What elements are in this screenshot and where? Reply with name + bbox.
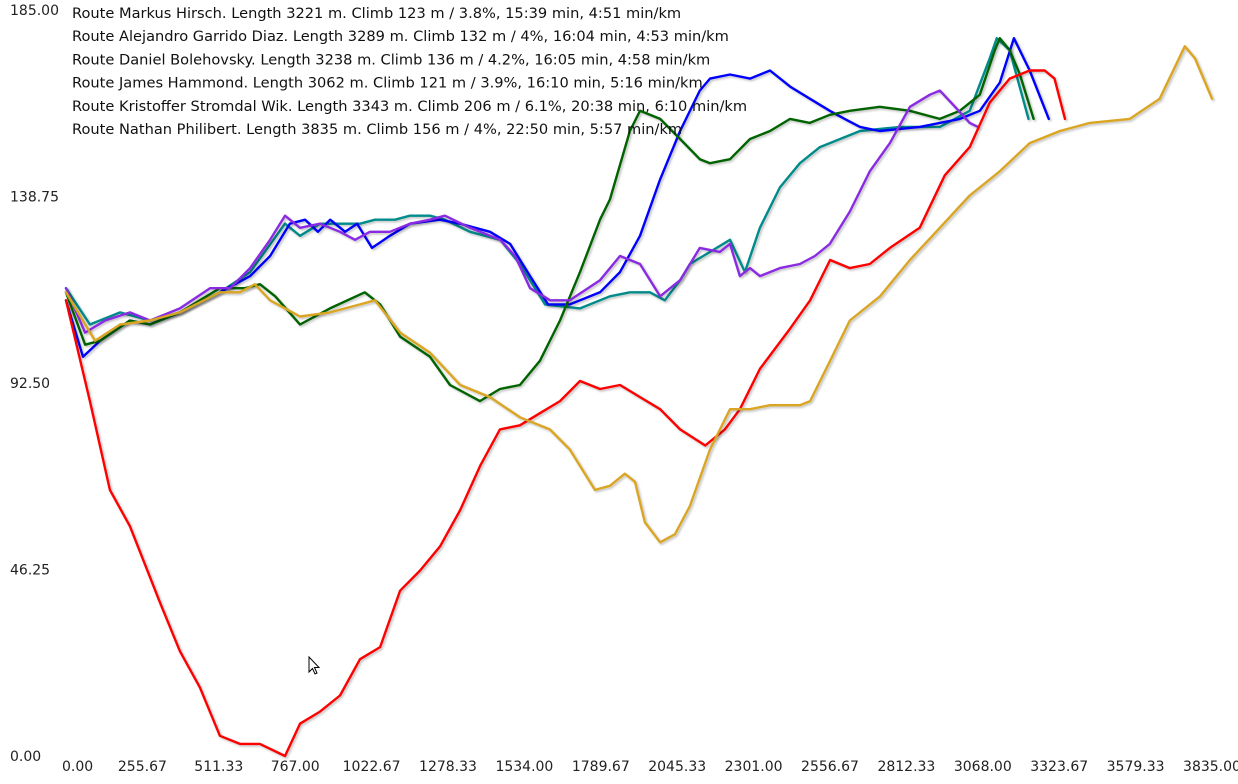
x-tick-label: 2812.33 [877,759,935,775]
legend-entry: Route Daniel Bolehovsky. Length 3238 m. … [72,51,710,68]
series-line-1 [64,37,1051,358]
x-tick-label: 1278.33 [419,759,477,775]
mouse-cursor-icon [308,655,321,675]
legend-entry: Route Nathan Philibert. Length 3835 m. C… [72,121,682,138]
series-lines [64,37,1214,758]
x-tick-label: 3068.00 [954,759,1012,775]
x-tick-label: 255.67 [118,759,167,775]
series-line-0 [64,37,1030,326]
x-tick-label: 3323.67 [1030,759,1088,775]
x-tick-label: 1789.67 [572,759,630,775]
x-tick-label: 1534.00 [495,759,553,775]
legend: Route Markus Hirsch. Length 3221 m. Clim… [72,5,747,138]
legend-entry: Route Markus Hirsch. Length 3221 m. Clim… [72,5,681,22]
x-tick-label: 767.00 [271,759,320,775]
y-tick-label: 46.25 [10,563,50,579]
y-tick-label: 138.75 [10,190,59,206]
y-tick-label: 185.00 [10,3,59,19]
x-tick-label: 0.00 [62,759,93,775]
y-tick-label: 92.50 [10,376,50,392]
x-tick-label: 511.33 [194,759,243,775]
x-tick-label: 2045.33 [648,759,706,775]
series-line-3 [64,89,980,334]
y-axis-ticks: 0.00 46.25 92.50 138.75 185.00 [10,3,59,765]
x-tick-label: 1022.67 [343,759,401,775]
series-line-4 [64,69,1067,758]
legend-entry: Route James Hammond. Length 3062 m. Clim… [72,75,703,92]
series-line-2 [64,37,1035,403]
x-tick-label: 2556.67 [801,759,859,775]
x-axis-ticks: 0.00 255.67 511.33 767.00 1022.67 1278.33 1534… [62,759,1238,775]
y-tick-label: 0.00 [10,749,41,765]
x-tick-label: 3835.00 [1183,759,1238,775]
legend-entry: Route Alejandro Garrido Diaz. Length 328… [72,28,729,45]
x-tick-label: 2301.00 [725,759,783,775]
legend-entry: Route Kristoffer Stromdal Wik. Length 33… [72,98,747,115]
series-line-5 [64,45,1214,544]
x-tick-label: 3579.33 [1107,759,1165,775]
